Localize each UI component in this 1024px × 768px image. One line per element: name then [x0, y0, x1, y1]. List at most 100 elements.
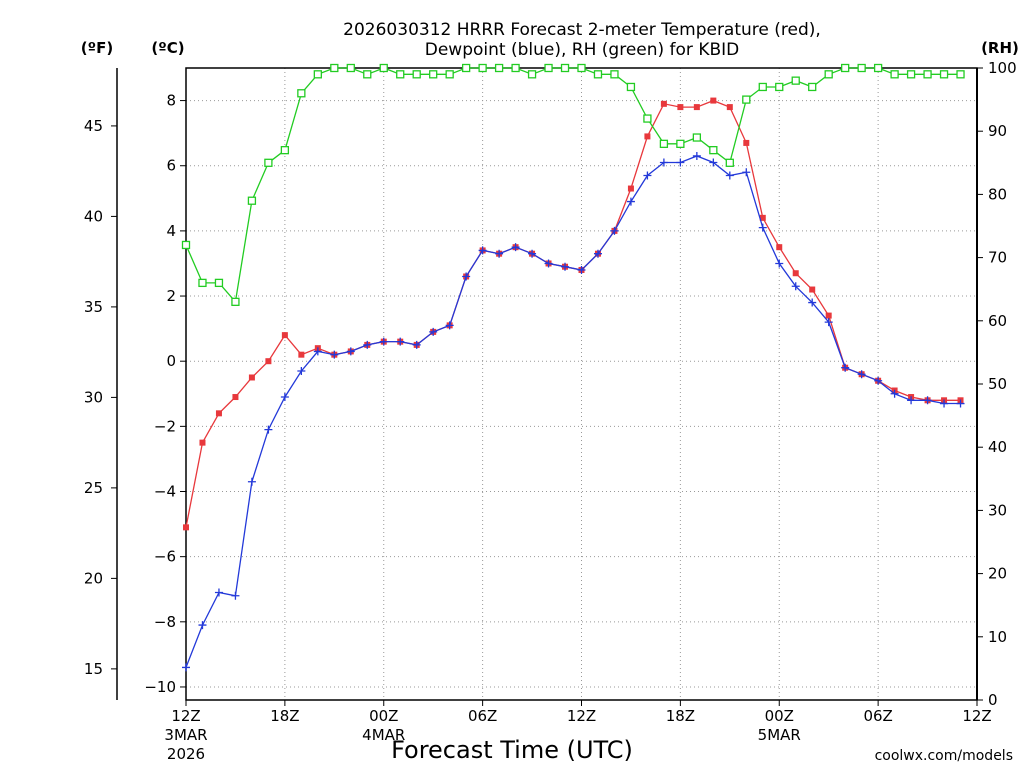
rh-point [841, 63, 850, 73]
temperature-series [183, 97, 964, 531]
temperature-point [693, 104, 700, 111]
rh-point [791, 76, 800, 85]
rh-point [659, 139, 669, 148]
series [181, 63, 965, 672]
dewpoint-point [956, 399, 965, 408]
dewpoint-point [758, 223, 767, 232]
temperature-point [759, 214, 766, 221]
rh-point [808, 82, 817, 92]
dewpoint-point [841, 363, 850, 372]
rh-tick-label: 100 [988, 59, 1017, 77]
temperature-point [298, 351, 305, 358]
x-tick-label: 06Z [468, 707, 497, 725]
dewpoint-point [725, 171, 734, 180]
rh-tick-label: 40 [988, 438, 1007, 456]
rh-point [198, 278, 207, 288]
rh-point [824, 70, 833, 79]
rh-tick-label: 60 [988, 312, 1007, 330]
rh-point [429, 70, 438, 79]
celsius-tick-label: 0 [166, 352, 176, 370]
dewpoint-point [297, 366, 306, 375]
celsius-tick-label: −4 [154, 483, 176, 501]
temperature-line [185, 99, 961, 528]
celsius-tick-label: 8 [166, 92, 176, 110]
dewpoint-point [264, 425, 273, 434]
dewpoint-point [561, 262, 570, 271]
dewpoint-point [182, 663, 190, 672]
rh-point [379, 63, 388, 73]
rh-point [758, 82, 767, 92]
dewpoint-point [511, 243, 520, 252]
rh-point [494, 63, 504, 73]
dewpoint-point [857, 370, 866, 379]
dewpoint-point [346, 347, 355, 356]
temperature-point [199, 439, 206, 446]
temperature-point [232, 394, 239, 401]
credit-link[interactable]: coolwx.com/models [875, 748, 1013, 764]
fahrenheit-tick-label: 45 [84, 117, 103, 135]
fahrenheit-tick-label: 20 [84, 569, 103, 587]
dewpoint-point [412, 340, 421, 349]
temperature-point [627, 185, 634, 192]
rh-point [857, 63, 866, 73]
temperature-point [644, 133, 651, 140]
x-tick-date-label: 3MAR [164, 726, 207, 744]
temperature-point [743, 139, 750, 146]
x-tick-label: 18Z [270, 707, 299, 725]
dewpoint-point [396, 337, 405, 346]
rh-point [610, 70, 619, 79]
rh-point [923, 70, 932, 79]
rh-tick-label: 0 [988, 691, 998, 709]
dewpoint-point [643, 171, 652, 180]
rh-point [709, 146, 718, 155]
rh-point [396, 70, 405, 79]
rh-tick-label: 10 [988, 628, 1007, 646]
dewpoint-point [659, 158, 668, 167]
rh-point [264, 158, 273, 167]
rh-point [775, 82, 784, 92]
temperature-point [660, 100, 667, 107]
rh-unit-label: (RH) [981, 39, 1019, 57]
rh-point [412, 70, 421, 79]
fahrenheit-tick-label: 30 [84, 388, 103, 406]
rh-tick-label: 20 [988, 565, 1007, 583]
dewpoint-point [676, 158, 685, 167]
rh-point [313, 70, 322, 79]
dewpoint-point [198, 621, 207, 630]
rh-point [461, 63, 471, 73]
temperature-point [726, 104, 733, 111]
rh-point [906, 70, 916, 79]
x-tick-label: 12Z [171, 707, 200, 725]
x-tick-label: 12Z [567, 707, 596, 725]
temperature-point [776, 244, 783, 251]
x-tick-label: 06Z [863, 707, 892, 725]
rh-point [231, 297, 240, 306]
dewpoint-point [709, 158, 718, 167]
grid-lines [186, 68, 977, 700]
rh-point [511, 63, 520, 73]
dewpoint-point [495, 249, 504, 258]
dewpoint-point [379, 337, 388, 346]
temperature-point [183, 524, 189, 531]
dewpoint-point [330, 350, 339, 359]
dewpoint-point [923, 396, 932, 405]
celsius-tick-label: −6 [154, 548, 176, 566]
chart-title-line1: 2026030312 HRRR Forecast 2-meter Tempera… [343, 20, 821, 40]
dewpoint-point [313, 347, 322, 356]
rh-point [676, 139, 685, 148]
dewpoint-point [890, 389, 899, 398]
temperature-point [677, 104, 684, 111]
rh-point [214, 278, 224, 288]
temperature-point [710, 97, 717, 104]
rh-point [956, 70, 965, 79]
rh-point [181, 240, 191, 250]
celsius-tick-label: −2 [154, 417, 176, 435]
dewpoint-point [775, 259, 784, 268]
rh-line [185, 67, 961, 304]
fahrenheit-tick-label: 15 [84, 660, 103, 678]
temperature-point [265, 358, 272, 365]
dewpoint-point [577, 265, 586, 274]
dewpoint-point [742, 168, 751, 177]
temperature-point [215, 410, 222, 417]
